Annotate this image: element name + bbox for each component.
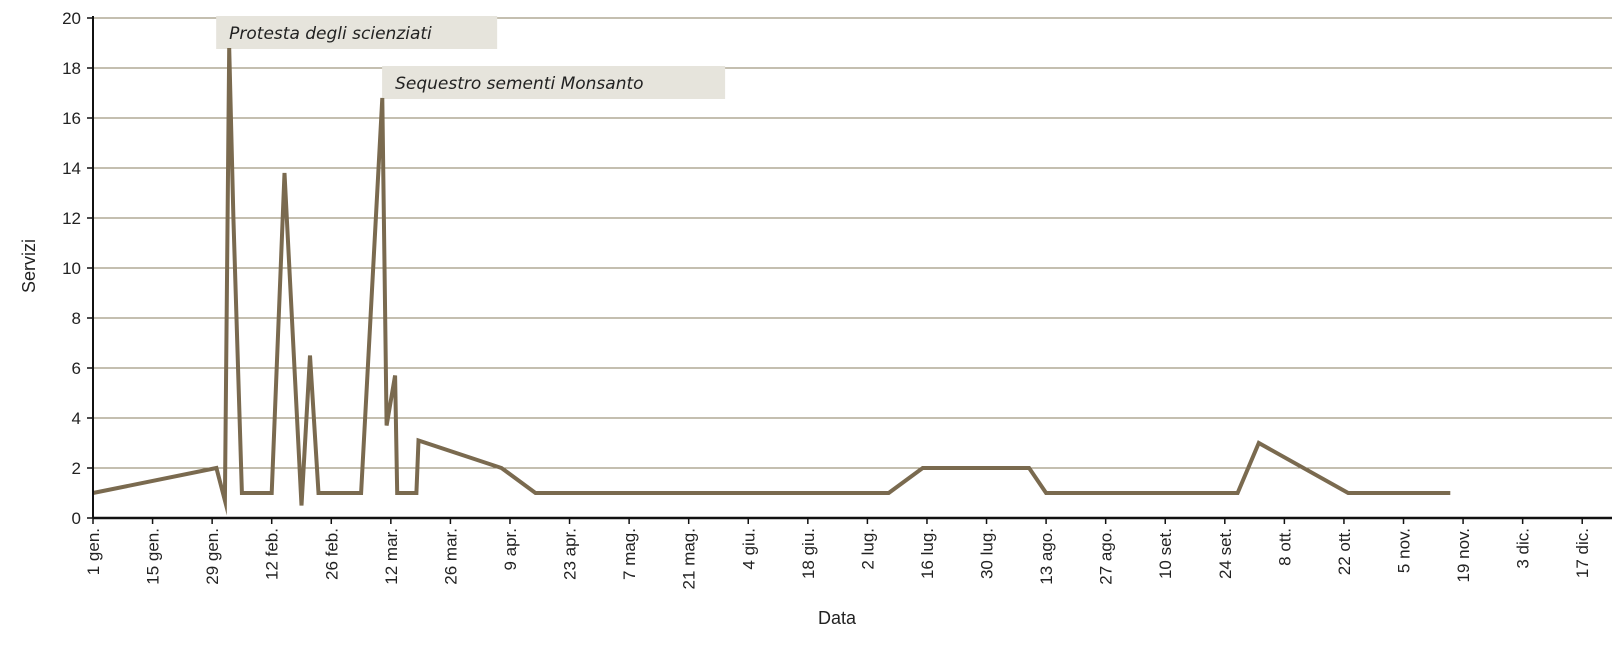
x-tick-label: 21 mag. [680, 528, 699, 589]
x-tick-label: 24 set. [1216, 528, 1235, 579]
y-tick-label: 8 [72, 309, 81, 328]
x-tick-label: 23 apr. [561, 528, 580, 580]
x-tick-label: 17 dic. [1573, 528, 1592, 578]
x-tick-label: 15 gen. [144, 528, 163, 585]
x-tick-label: 12 mar. [382, 528, 401, 585]
annotation-box [216, 16, 498, 49]
x-tick-label: 13 ago. [1037, 528, 1056, 585]
y-tick-label: 18 [62, 59, 81, 78]
x-tick-label: 2 lug. [858, 528, 877, 570]
x-tick-label: 5 nov. [1395, 528, 1414, 573]
annotations: Protesta degli scienziati Sequestro semen… [216, 16, 726, 99]
x-tick-label: 10 set. [1156, 528, 1175, 579]
x-tick-label: 8 ott. [1275, 528, 1294, 566]
annotation-label: Sequestro sementi Monsanto [395, 74, 643, 94]
annotation-box [382, 66, 726, 99]
x-axis-title: Data [818, 608, 857, 628]
x-tick-label: 18 giu. [799, 528, 818, 579]
y-axis-title: Servizi [19, 239, 39, 293]
x-tick-label: 26 feb. [322, 528, 341, 580]
x-tick-label: 22 ott. [1335, 528, 1354, 575]
y-tick-label: 6 [72, 359, 81, 378]
x-tick-label: 4 giu. [739, 528, 758, 570]
x-tick-label: 30 lug. [978, 528, 997, 579]
series-line-0 [92, 47, 1451, 516]
y-tick-label: 2 [72, 459, 81, 478]
gridlines [93, 17, 1612, 469]
annotation-label: Protesta degli scienziati [229, 24, 432, 44]
y-tick-label: 0 [72, 509, 81, 528]
x-tick-label: 26 mar. [441, 528, 460, 585]
x-tick-label: 27 ago. [1097, 528, 1116, 585]
x-tick-label: 3 dic. [1514, 528, 1533, 569]
y-tick-label: 4 [72, 409, 81, 428]
y-tick-label: 10 [62, 259, 81, 278]
y-tick-label: 14 [62, 159, 81, 178]
x-tick-label: 29 gen. [203, 528, 222, 585]
x-tick-label: 19 nov. [1454, 528, 1473, 583]
x-tick-label: 7 mag. [620, 528, 639, 580]
x-tick-label: 16 lug. [918, 528, 937, 579]
x-tick-label: 1 gen. [84, 528, 103, 575]
axes [87, 16, 1612, 524]
series-layer [92, 47, 1451, 516]
tick-labels: 0 2 4 6 8 10 12 14 16 18 20 1 gen. 15 gen. 29 gen. 12 … [62, 9, 1592, 589]
y-tick-label: 16 [62, 109, 81, 128]
x-tick-label: 9 apr. [501, 528, 520, 571]
x-tick-label: 12 feb. [263, 528, 282, 580]
y-tick-label: 20 [62, 9, 81, 28]
y-tick-label: 12 [62, 209, 81, 228]
